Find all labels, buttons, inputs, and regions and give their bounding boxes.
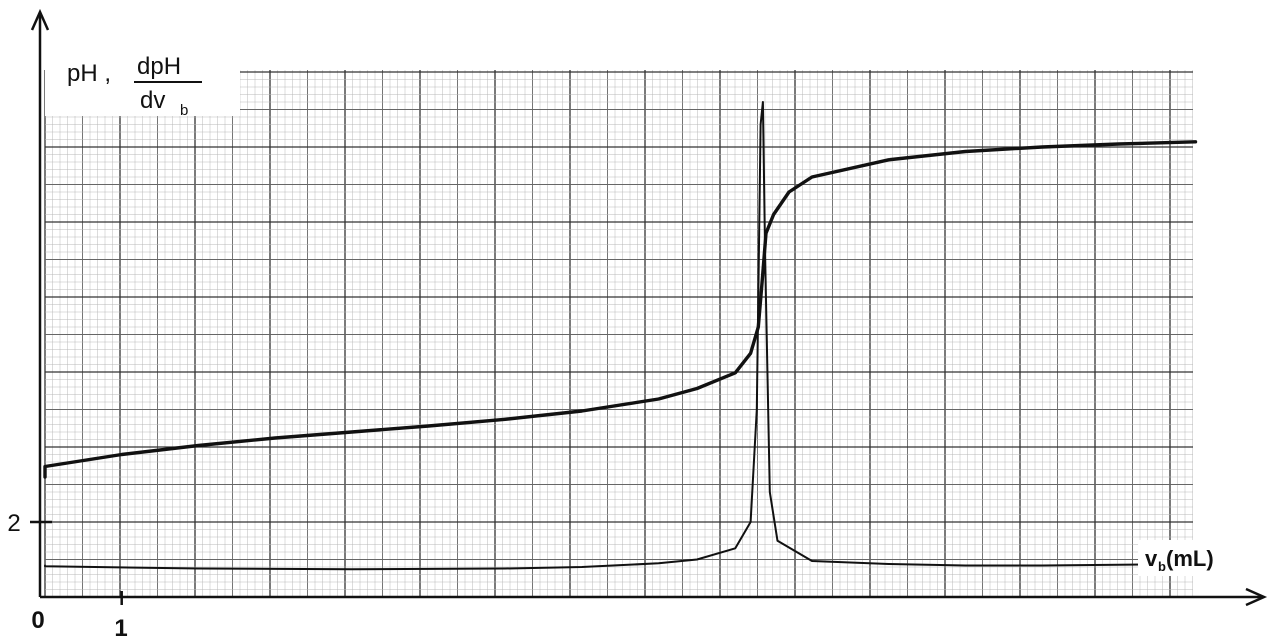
xlabel-v: v <box>1145 546 1158 571</box>
curves <box>43 101 1198 571</box>
ylabel-frac-denominator-sub: b <box>180 102 188 119</box>
derivative-curve <box>44 101 1197 571</box>
ylabel-frac-numerator: dpH <box>137 53 181 80</box>
axes <box>30 8 1268 607</box>
ph-curve <box>43 140 1198 479</box>
y-tick-label-2: 2 <box>7 510 20 537</box>
y-axis-arrow <box>30 8 50 31</box>
ylabel-ph: pH , <box>67 60 111 87</box>
x-origin-label: 0 <box>31 607 44 634</box>
xlabel-unit: (mL) <box>1166 546 1214 571</box>
x-axis-arrow <box>1245 587 1268 607</box>
graph-paper-grid <box>44 70 1193 598</box>
xlabel-background <box>1138 540 1248 576</box>
ylabel-frac-denominator: dv <box>140 87 165 114</box>
xlabel-v-sub: b <box>1158 559 1166 574</box>
x-tick-label-1: 1 <box>114 615 127 641</box>
